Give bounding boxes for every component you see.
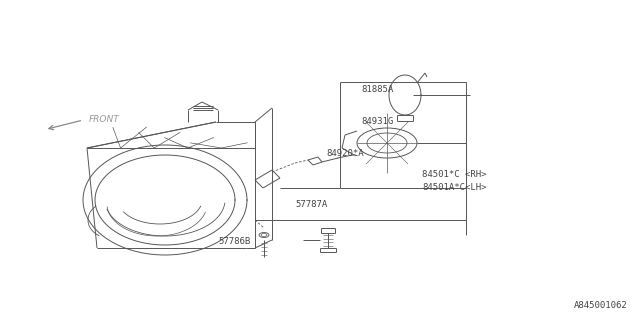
Text: 84501A*C<LH>: 84501A*C<LH> <box>422 183 487 192</box>
Text: 57786B: 57786B <box>219 237 251 246</box>
Text: 84931G: 84931G <box>362 117 394 126</box>
Text: 57787A: 57787A <box>296 200 328 209</box>
Text: 81885A: 81885A <box>362 85 394 94</box>
Text: A845001062: A845001062 <box>573 301 627 310</box>
Text: 84501*C <RH>: 84501*C <RH> <box>422 170 487 179</box>
Text: FRONT: FRONT <box>88 115 119 124</box>
Text: 84920*A: 84920*A <box>326 149 364 158</box>
